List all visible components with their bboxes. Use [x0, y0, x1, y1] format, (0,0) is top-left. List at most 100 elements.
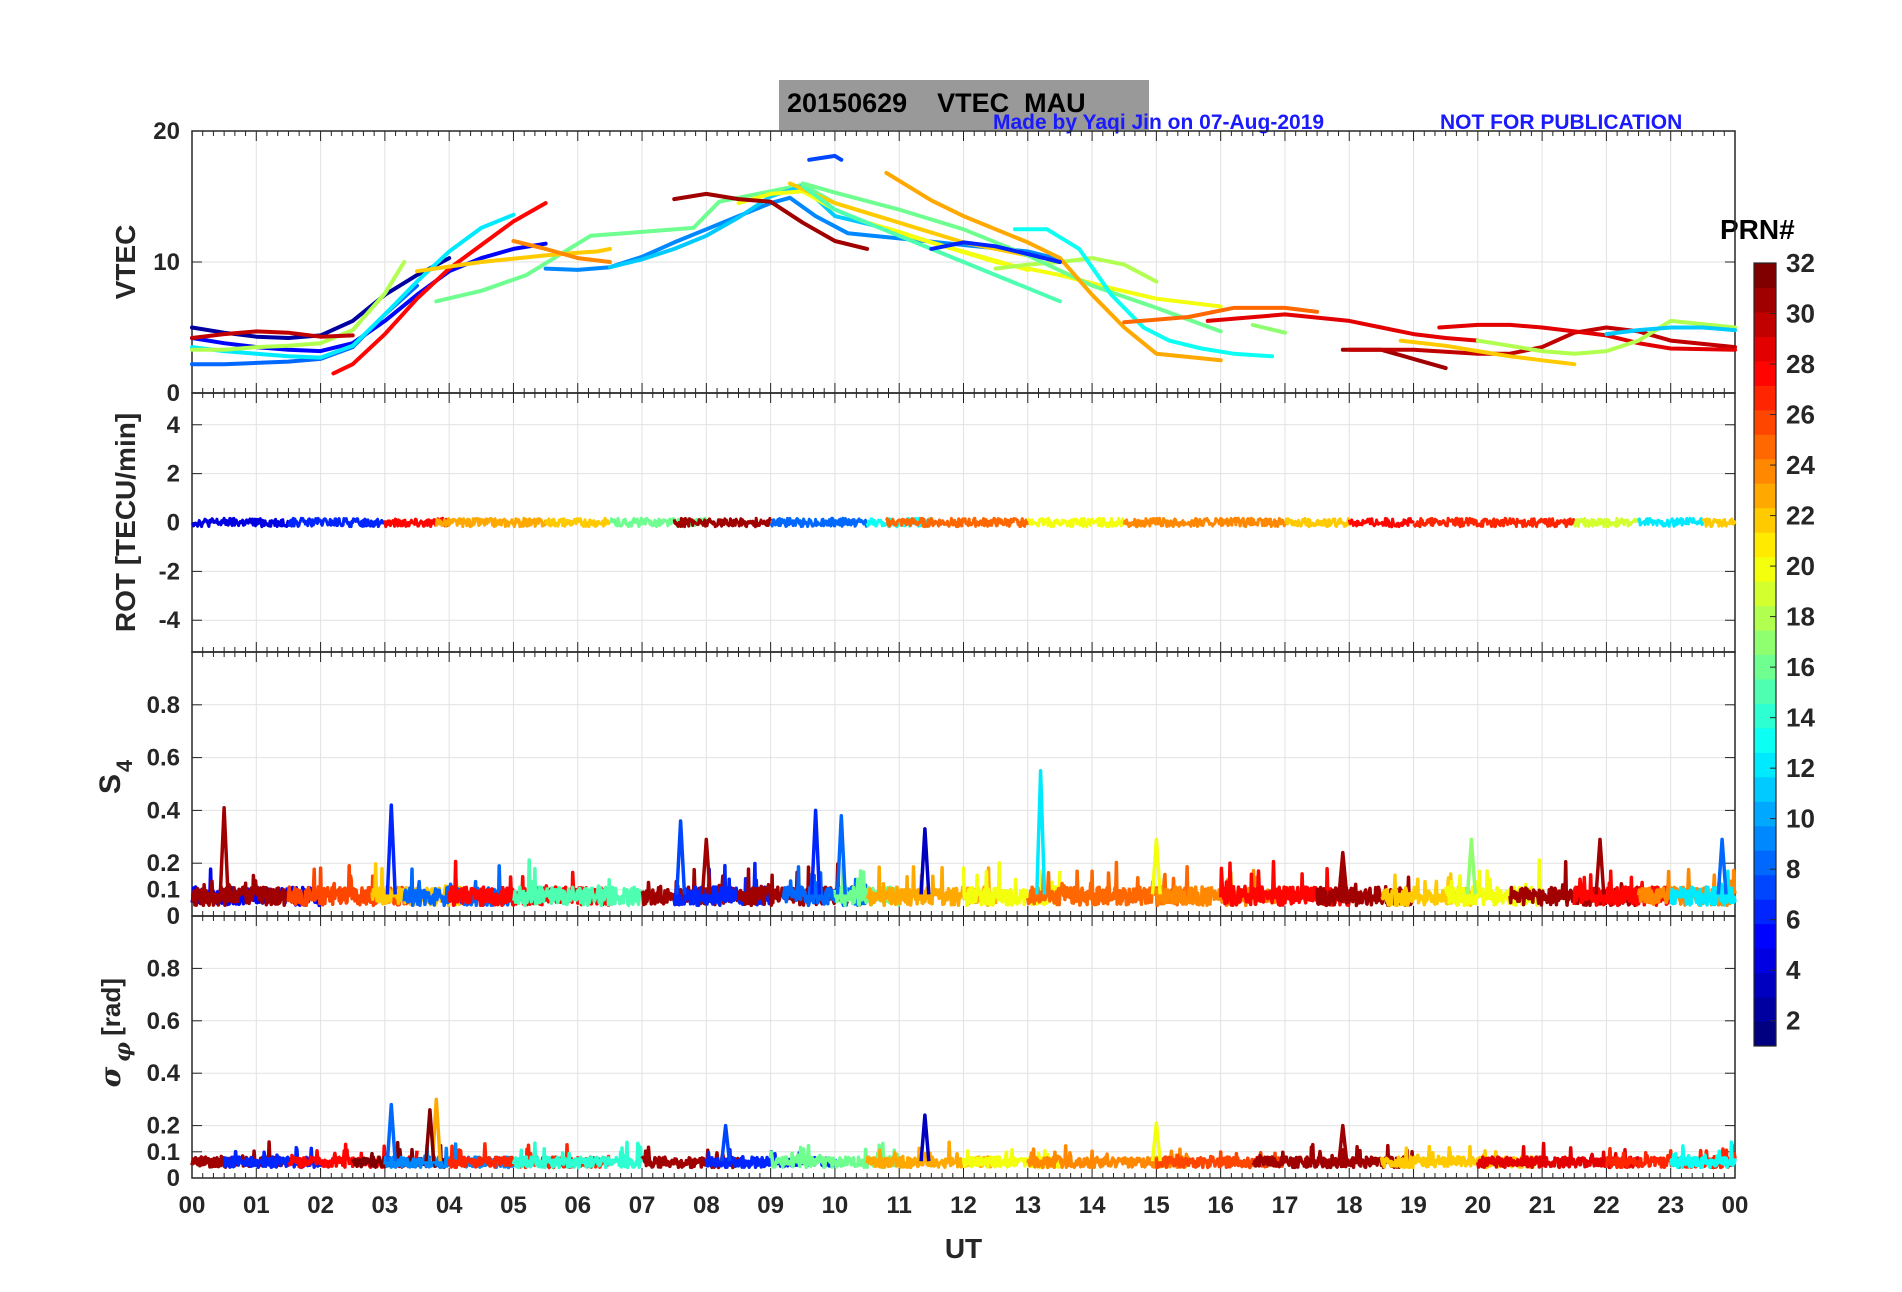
vtec-series-line: [607, 184, 876, 270]
colorbar-swatch: [1754, 385, 1776, 411]
sig-series-line: [1604, 1143, 1737, 1170]
colorbar-swatch: [1754, 311, 1776, 337]
rot-series-line: [1701, 517, 1737, 529]
vtec-series-line: [929, 240, 1062, 264]
colorbar-swatch: [1754, 556, 1776, 582]
vtec-series-line: [1012, 227, 1275, 359]
s4-series-line: [511, 858, 644, 908]
x-tick-label: 00: [179, 1192, 206, 1219]
s4-spike: [1465, 837, 1478, 895]
vtec-series-line: [1604, 325, 1737, 337]
sig-series-line: [511, 1140, 644, 1170]
vtec-series-line: [1122, 305, 1320, 325]
sigma-phi-panel: 00.10.2 0.4 0.6 0.8 σφ [rad] 00 01 02 03 04 05 06 07 0…: [94, 915, 1749, 1264]
x-tick-label: 19: [1400, 1192, 1427, 1219]
x-tick-label: 14: [1079, 1192, 1106, 1219]
colorbar-swatch: [1754, 654, 1776, 680]
colorbar-swatch: [1754, 776, 1776, 802]
colorbar-tick-label: 12: [1786, 753, 1815, 783]
colorbar-swatch: [1754, 630, 1776, 655]
colorbar-tick-label: 2: [1786, 1006, 1800, 1036]
x-tick-label: 22: [1593, 1192, 1620, 1219]
x-tick-label: 18: [1336, 1192, 1363, 1219]
sigma-phi-y-label-subscript: φ: [110, 1042, 136, 1062]
colorbar-swatch: [1754, 874, 1776, 900]
s4-spike: [1716, 837, 1728, 895]
x-tick-label: 16: [1207, 1192, 1234, 1219]
s4-spike: [1150, 837, 1162, 895]
s4-y-label-subscript: 4: [112, 759, 137, 772]
y-tick-label: 0.2: [147, 1113, 180, 1140]
colorbar-swatch: [1754, 850, 1776, 876]
x-tick-label: 06: [564, 1192, 591, 1219]
x-tick-label: 05: [500, 1192, 527, 1219]
x-tick-label: 08: [693, 1192, 720, 1219]
vtec-series-line: [190, 329, 355, 340]
rot-series-line: [544, 516, 611, 529]
sig-spike: [1150, 1121, 1162, 1162]
y-tick-label: 4: [167, 412, 181, 439]
s4-y-label: S: [94, 774, 127, 794]
x-tick-label: 00: [1722, 1192, 1749, 1219]
colorbar-title: PRN#: [1720, 214, 1795, 245]
y-tick-label: 0.8: [147, 955, 180, 982]
vtec-series-line: [190, 212, 516, 360]
colorbar-swatch: [1754, 532, 1776, 558]
sig-spike: [919, 1113, 931, 1162]
vtec-series-line: [884, 227, 1223, 309]
y-tick-label: 2: [167, 461, 180, 488]
colorbar-tick-label: 6: [1786, 905, 1800, 935]
s4-spike: [919, 827, 931, 895]
y-tick-label: 0.1: [147, 1139, 180, 1166]
colorbar-swatch: [1754, 581, 1776, 607]
y-tick-label: 0.2: [147, 850, 180, 877]
s4-spike: [1594, 837, 1606, 895]
sigma-phi-y-label: σ: [94, 1066, 127, 1087]
colorbar-tick-label: 10: [1786, 804, 1815, 834]
colorbar-swatch: [1754, 287, 1776, 313]
colorbar-tick-label: 30: [1786, 299, 1815, 329]
vtec-series-line: [1205, 312, 1480, 343]
x-tick-label: 21: [1529, 1192, 1556, 1219]
colorbar-swatch: [1754, 263, 1776, 288]
vtec-series-line: [1250, 322, 1287, 335]
vtec-series-line: [672, 191, 870, 251]
sig-spike: [1337, 1123, 1349, 1162]
y-tick-label: -4: [159, 607, 181, 634]
x-tick-label: 10: [822, 1192, 849, 1219]
x-tick-label: 01: [243, 1192, 270, 1219]
y-tick-label: -2: [159, 558, 180, 585]
sig-series-line: [1669, 1140, 1737, 1170]
rot-series-line: [1284, 516, 1351, 529]
rot-series-line: [1572, 516, 1641, 529]
colorbar-swatch: [1754, 678, 1776, 704]
rot-series-line: [769, 516, 869, 529]
y-tick-label: 0.1: [147, 877, 180, 904]
x-tick-label: 09: [757, 1192, 784, 1219]
s4-spike: [700, 837, 712, 895]
x-tick-label: 12: [950, 1192, 977, 1219]
rot-panel: -4 -2 0 2 4 ROT [TECU/min]: [110, 392, 1737, 653]
vtec-series-line: [1347, 325, 1737, 356]
colorbar-swatch: [1754, 825, 1776, 851]
y-tick-label: 0: [167, 903, 180, 930]
rot-series-line: [1412, 516, 1576, 529]
colorbar-tick-label: 22: [1786, 501, 1815, 531]
rot-series-line: [286, 516, 387, 529]
colorbar-swatch: [1754, 605, 1776, 631]
s4-spike: [1035, 769, 1047, 895]
rot-series-line: [1637, 516, 1705, 528]
colorbar-swatch: [1754, 727, 1776, 753]
x-tick-label: 04: [436, 1192, 463, 1219]
vtec-series-line: [331, 201, 548, 376]
x-tick-label: 07: [629, 1192, 656, 1219]
x-tick-label: 11: [887, 1192, 912, 1219]
x-tick-label: 20: [1464, 1192, 1491, 1219]
colorbar-swatch: [1754, 360, 1776, 386]
s4-spike: [675, 819, 687, 895]
s4-series-line: [672, 861, 773, 908]
s4-spike: [810, 808, 822, 895]
s4-panel: 00.10.2 0.4 0.6 0.8 S 4: [94, 651, 1737, 930]
colorbar-swatch: [1754, 483, 1776, 509]
s4-spike: [385, 803, 397, 895]
